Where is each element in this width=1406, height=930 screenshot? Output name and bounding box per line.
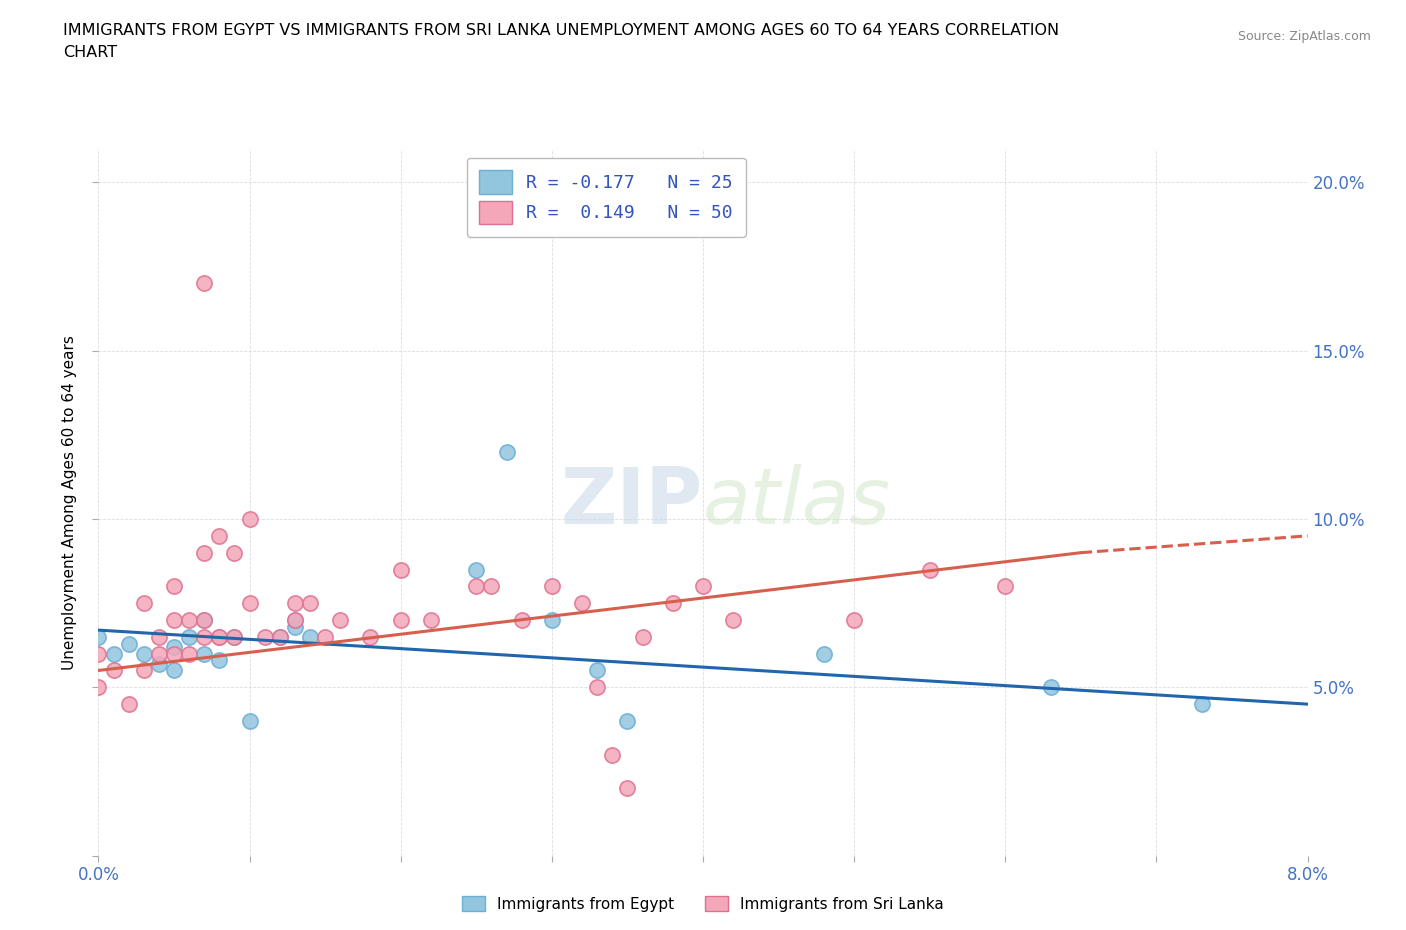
Point	[389, 562, 412, 577]
Point	[510, 613, 533, 628]
Text: CHART: CHART	[63, 45, 117, 60]
Point	[193, 545, 215, 560]
Point	[299, 596, 322, 611]
Point	[163, 578, 186, 593]
Point	[541, 578, 564, 593]
Point	[284, 613, 307, 628]
Point	[179, 646, 201, 661]
Point	[1039, 680, 1062, 695]
Point	[314, 630, 336, 644]
Point	[87, 630, 110, 644]
Point	[132, 646, 155, 661]
Point	[465, 578, 488, 593]
Point	[118, 636, 141, 651]
Point	[844, 613, 866, 628]
Y-axis label: Unemployment Among Ages 60 to 64 years: Unemployment Among Ages 60 to 64 years	[62, 335, 77, 670]
Point	[87, 680, 110, 695]
Point	[299, 630, 322, 644]
Point	[163, 646, 186, 661]
Point	[163, 640, 186, 655]
Point	[118, 697, 141, 711]
Point	[284, 596, 307, 611]
Point	[360, 630, 382, 644]
Point	[224, 630, 246, 644]
Point	[495, 445, 517, 459]
Point	[586, 680, 609, 695]
Point	[208, 630, 231, 644]
Point	[193, 276, 215, 291]
Point	[631, 630, 654, 644]
Point	[994, 578, 1017, 593]
Text: atlas: atlas	[703, 464, 891, 540]
Point	[1191, 697, 1213, 711]
Point	[148, 630, 170, 644]
Point	[269, 630, 291, 644]
Point	[586, 663, 609, 678]
Point	[918, 562, 941, 577]
Point	[723, 613, 745, 628]
Point	[616, 781, 638, 796]
Point	[208, 653, 231, 668]
Point	[253, 630, 276, 644]
Point	[163, 663, 186, 678]
Point	[389, 613, 412, 628]
Point	[329, 613, 352, 628]
Point	[163, 613, 186, 628]
Legend: Immigrants from Egypt, Immigrants from Sri Lanka: Immigrants from Egypt, Immigrants from S…	[456, 889, 950, 918]
Point	[87, 646, 110, 661]
Point	[541, 613, 564, 628]
Point	[662, 596, 685, 611]
Point	[193, 613, 215, 628]
Point	[148, 646, 170, 661]
Text: Source: ZipAtlas.com: Source: ZipAtlas.com	[1237, 30, 1371, 43]
Point	[103, 646, 125, 661]
Point	[179, 630, 201, 644]
Point	[692, 578, 714, 593]
Legend: R = -0.177   N = 25, R =  0.149   N = 50: R = -0.177 N = 25, R = 0.149 N = 50	[467, 158, 745, 237]
Point	[269, 630, 291, 644]
Point	[602, 747, 624, 762]
Point	[193, 630, 215, 644]
Point	[193, 646, 215, 661]
Point	[813, 646, 835, 661]
Point	[224, 630, 246, 644]
Point	[193, 613, 215, 628]
Point	[616, 713, 638, 728]
Point	[284, 619, 307, 634]
Point	[239, 713, 262, 728]
Point	[481, 578, 503, 593]
Text: IMMIGRANTS FROM EGYPT VS IMMIGRANTS FROM SRI LANKA UNEMPLOYMENT AMONG AGES 60 TO: IMMIGRANTS FROM EGYPT VS IMMIGRANTS FROM…	[63, 23, 1059, 38]
Point	[179, 613, 201, 628]
Point	[132, 663, 155, 678]
Point	[132, 596, 155, 611]
Point	[465, 562, 488, 577]
Point	[208, 630, 231, 644]
Point	[420, 613, 443, 628]
Point	[103, 663, 125, 678]
Point	[571, 596, 593, 611]
Point	[284, 613, 307, 628]
Text: ZIP: ZIP	[561, 464, 703, 540]
Point	[148, 657, 170, 671]
Point	[208, 528, 231, 543]
Point	[239, 512, 262, 526]
Point	[224, 545, 246, 560]
Point	[239, 596, 262, 611]
